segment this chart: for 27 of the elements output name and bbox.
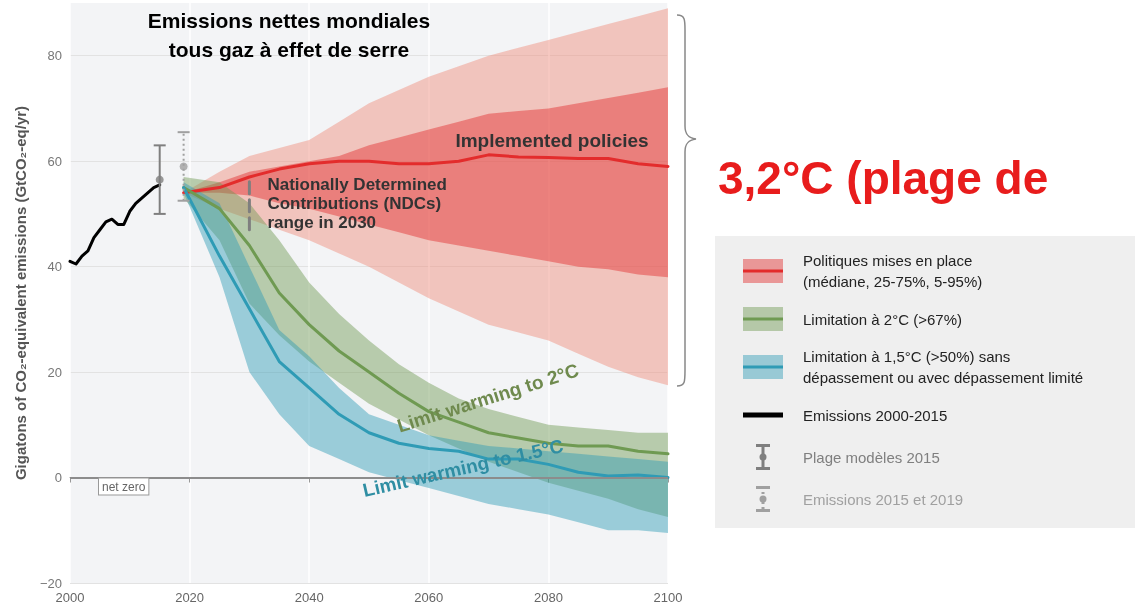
legend-label: Limitation à 2°C (>67%)	[803, 309, 962, 330]
y-tick-label: 0	[54, 470, 62, 486]
annotation: Nationally Determined Contributions (NDCs) range in 2030	[267, 175, 447, 232]
y-tick-label: −20	[39, 575, 62, 591]
legend-label: Emissions 2000-2015	[803, 405, 948, 426]
text: Emissions 2015 et 2019	[803, 489, 964, 510]
annotation: Limit warming to 1.5°C	[360, 434, 566, 501]
line-series	[182, 153, 670, 195]
x-tick-label: 2020	[175, 590, 205, 605]
x-tick-label: 2040	[294, 590, 324, 605]
annotation: Implemented policies	[455, 129, 649, 151]
annotation: Limit warming to 2°C	[394, 359, 582, 437]
legend-label: Politiques mises en place (médiane, 25-75%, 5-95%)	[803, 251, 983, 292]
text: 3,2°C (plage de	[718, 152, 1049, 204]
x-tick-label: 2060	[414, 590, 444, 605]
y-tick-label: 40	[47, 259, 62, 275]
text: Plage modèles 2015	[803, 447, 940, 468]
x-tick-label: 2100	[653, 590, 683, 605]
x-tick-label: 2080	[533, 590, 563, 605]
y-tick-label: 20	[47, 364, 62, 380]
y-tick-label: 80	[47, 48, 62, 64]
y-axis-title: Gigatons of CO₂-equivalent emissions (GtCO₂-eq/yr)	[12, 105, 29, 481]
legend-label: Limitation à 1,5°C (>50%) sans dépassement ou avec dépassement limité	[803, 347, 1084, 388]
y-tick-label: 60	[47, 153, 62, 169]
x-tick-label: 2000	[55, 590, 85, 605]
ref-line-label: net zero	[102, 479, 146, 494]
text: Emissions nettes mondiales tous gaz à effet de serre	[147, 9, 431, 61]
